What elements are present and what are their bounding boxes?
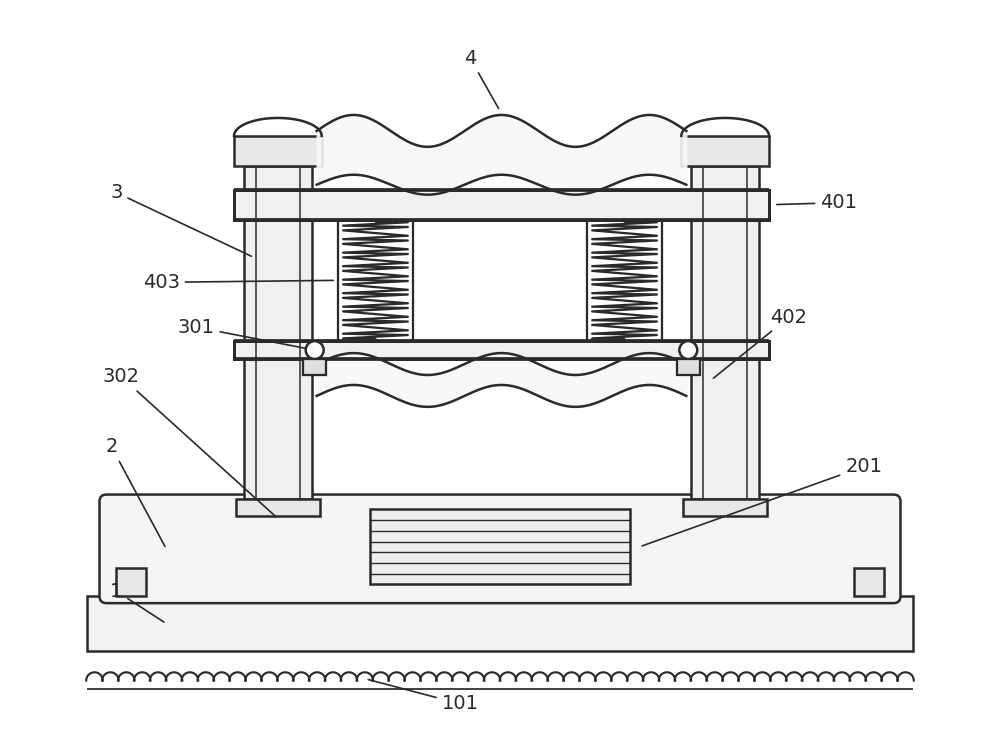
Bar (338, 220, 413, 341)
Bar (234, 341, 769, 359)
Bar (677, 359, 700, 375)
Bar (854, 568, 884, 596)
Text: 403: 403 (143, 273, 333, 292)
Bar (234, 190, 769, 220)
Bar (236, 498, 320, 516)
Text: 2: 2 (105, 437, 165, 546)
Text: 3: 3 (110, 183, 251, 256)
Bar (303, 359, 326, 375)
Text: 402: 402 (713, 308, 807, 378)
Bar (244, 166, 312, 498)
Bar (116, 568, 146, 596)
Text: 1: 1 (110, 582, 164, 622)
Bar (370, 509, 630, 584)
Bar (587, 220, 662, 341)
FancyBboxPatch shape (99, 495, 901, 603)
Bar (87, 596, 913, 651)
Text: 201: 201 (642, 457, 882, 546)
Circle shape (679, 341, 697, 359)
Text: 4: 4 (464, 49, 499, 108)
Bar (691, 166, 759, 498)
Text: 302: 302 (103, 368, 276, 517)
Text: 101: 101 (368, 680, 479, 713)
Text: 301: 301 (178, 317, 312, 350)
Bar (683, 498, 767, 516)
Text: 401: 401 (777, 193, 857, 212)
Bar (681, 136, 769, 166)
Bar (234, 136, 322, 166)
Circle shape (306, 341, 324, 359)
